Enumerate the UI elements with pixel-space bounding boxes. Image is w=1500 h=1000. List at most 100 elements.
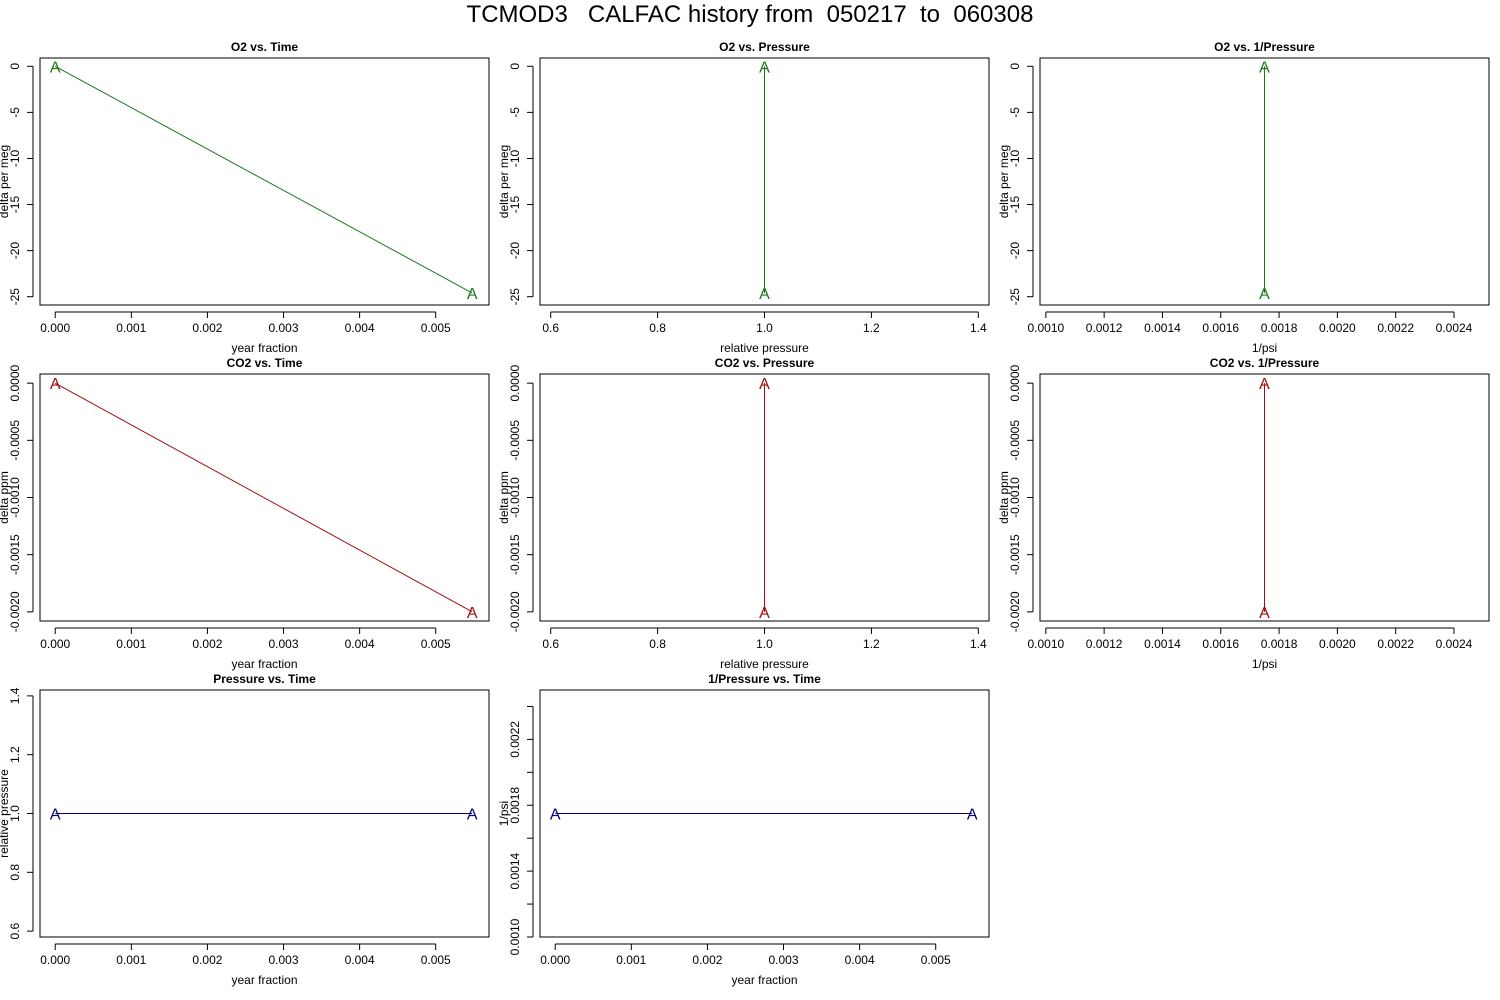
- x-tick-label: 0.0014: [1144, 321, 1181, 335]
- x-tick-label: 0.0020: [1319, 637, 1356, 651]
- x-tick-label: 0.000: [540, 953, 570, 967]
- x-tick-label: 0.003: [269, 637, 299, 651]
- x-axis-label: year fraction: [231, 657, 297, 671]
- chart-title: CO2 vs. Pressure: [715, 356, 815, 370]
- y-axis-label: delta per meg: [0, 145, 11, 218]
- y-tick-label: -10: [8, 149, 22, 167]
- y-tick-label: -5: [1008, 107, 1022, 118]
- x-axis-label: relative pressure: [720, 341, 809, 355]
- data-point-marker: A: [50, 807, 61, 824]
- chart-panel: Pressure vs. Time 0.000 0.001 0.002 0.003 0.0…: [0, 672, 490, 987]
- y-tick-label: -15: [1008, 196, 1022, 214]
- x-tick-label: 0.0016: [1202, 637, 1239, 651]
- chart-title: CO2 vs. 1/Pressure: [1210, 356, 1320, 370]
- plot-frame: [1039, 373, 1490, 622]
- data-point-marker: A: [50, 59, 61, 76]
- y-tick-label: -0.0015: [8, 534, 22, 575]
- x-tick-label: 0.002: [692, 953, 722, 967]
- chart-panel: CO2 vs. Pressure 0.6 0.8 1.0 1.2 1.4 relative …: [497, 356, 990, 671]
- x-tick-label: 0.003: [269, 953, 299, 967]
- y-tick-label: 0: [1008, 63, 1022, 70]
- x-tick-label: 0.004: [345, 953, 375, 967]
- x-tick-label: 0.001: [116, 953, 146, 967]
- x-tick-label: 0.001: [616, 953, 646, 967]
- y-tick-label: -0.0005: [508, 420, 522, 461]
- chart-title: O2 vs. Time: [231, 40, 298, 54]
- y-tick-label: -0.0020: [1008, 591, 1022, 632]
- x-tick-label: 0.004: [345, 637, 375, 651]
- y-axis-label: relative pressure: [0, 769, 11, 858]
- plot-frame: [539, 689, 990, 938]
- y-tick-label: -0.0015: [1008, 534, 1022, 575]
- chart-panel: O2 vs. 1/Pressure 0.0010 0.0012 0.0014 0.001…: [997, 40, 1490, 355]
- x-tick-label: 0.0024: [1436, 321, 1473, 335]
- data-point-marker: A: [467, 807, 478, 824]
- x-tick-label: 0.001: [116, 321, 146, 335]
- x-tick-label: 0.005: [921, 953, 951, 967]
- page-title: TCMOD3 CALFAC history from 050217 to 060…: [466, 1, 1034, 28]
- data-point-marker: A: [759, 286, 770, 303]
- chart-title: 1/Pressure vs. Time: [708, 672, 821, 686]
- data-point-marker: A: [759, 59, 770, 76]
- y-tick-label: -0.0010: [1008, 477, 1022, 518]
- x-tick-label: 1.0: [756, 637, 773, 651]
- x-axis-label: 1/psi: [1252, 657, 1277, 671]
- x-tick-label: 0.001: [116, 637, 146, 651]
- y-tick-label: -0.0005: [8, 420, 22, 461]
- plot-frame: [39, 689, 490, 938]
- x-tick-label: 0.002: [192, 637, 222, 651]
- x-tick-label: 0.0018: [1261, 637, 1298, 651]
- plot-frame: [39, 57, 490, 306]
- plot-frame: [539, 373, 990, 622]
- data-point-marker: A: [550, 807, 561, 824]
- x-tick-label: 0.0012: [1086, 321, 1123, 335]
- x-tick-label: 0.6: [542, 321, 559, 335]
- x-tick-label: 0.003: [769, 953, 799, 967]
- y-tick-label: -25: [1008, 288, 1022, 306]
- chart-panel: 1/Pressure vs. Time 0.000 0.001 0.002 0.003 0…: [497, 672, 990, 987]
- y-tick-label: -0.0015: [508, 534, 522, 575]
- y-tick-label: 0: [508, 63, 522, 70]
- y-axis-label: 1/psi: [497, 801, 511, 826]
- y-tick-label: -25: [8, 288, 22, 306]
- plot-frame: [39, 373, 490, 622]
- y-tick-label: 0.0000: [8, 364, 22, 401]
- y-axis-label: delta per meg: [997, 145, 1011, 218]
- y-tick-label: -20: [1008, 242, 1022, 260]
- y-tick-label: -0.0020: [8, 591, 22, 632]
- x-tick-label: 1.2: [863, 637, 880, 651]
- data-point-marker: A: [467, 605, 478, 622]
- y-tick-label: 1.2: [8, 746, 22, 763]
- x-tick-label: 1.2: [863, 321, 880, 335]
- x-tick-label: 0.002: [192, 953, 222, 967]
- y-tick-label: 0.0000: [1008, 364, 1022, 401]
- chart-title: O2 vs. 1/Pressure: [1214, 40, 1315, 54]
- y-tick-label: 0.0014: [508, 852, 522, 889]
- plot-frame: [539, 57, 990, 306]
- data-point-marker: A: [759, 376, 770, 393]
- data-point-marker: A: [1259, 605, 1270, 622]
- y-tick-label: 0.8: [8, 864, 22, 881]
- data-point-marker: A: [759, 605, 770, 622]
- chart-panel: O2 vs. Pressure 0.6 0.8 1.0 1.2 1.4 relative p…: [497, 40, 990, 355]
- data-point-marker: A: [967, 807, 978, 824]
- chart-title: Pressure vs. Time: [213, 672, 316, 686]
- y-tick-label: -10: [508, 149, 522, 167]
- y-tick-label: -0.0010: [508, 477, 522, 518]
- x-axis-label: 1/psi: [1252, 341, 1277, 355]
- x-tick-label: 0.005: [421, 637, 451, 651]
- y-tick-label: 1.4: [8, 687, 22, 704]
- x-tick-label: 0.0010: [1027, 321, 1064, 335]
- y-tick-label: -10: [1008, 149, 1022, 167]
- x-axis-label: relative pressure: [720, 657, 809, 671]
- y-tick-label: -0.0010: [8, 477, 22, 518]
- x-tick-label: 0.6: [542, 637, 559, 651]
- series-line: [54, 382, 473, 613]
- y-tick-label: -5: [508, 107, 522, 118]
- x-tick-label: 0.0014: [1144, 637, 1181, 651]
- y-axis-label: delta ppm: [997, 471, 1011, 524]
- x-tick-label: 0.0024: [1436, 637, 1473, 651]
- x-tick-label: 0.004: [345, 321, 375, 335]
- y-axis-label: delta per meg: [497, 145, 511, 218]
